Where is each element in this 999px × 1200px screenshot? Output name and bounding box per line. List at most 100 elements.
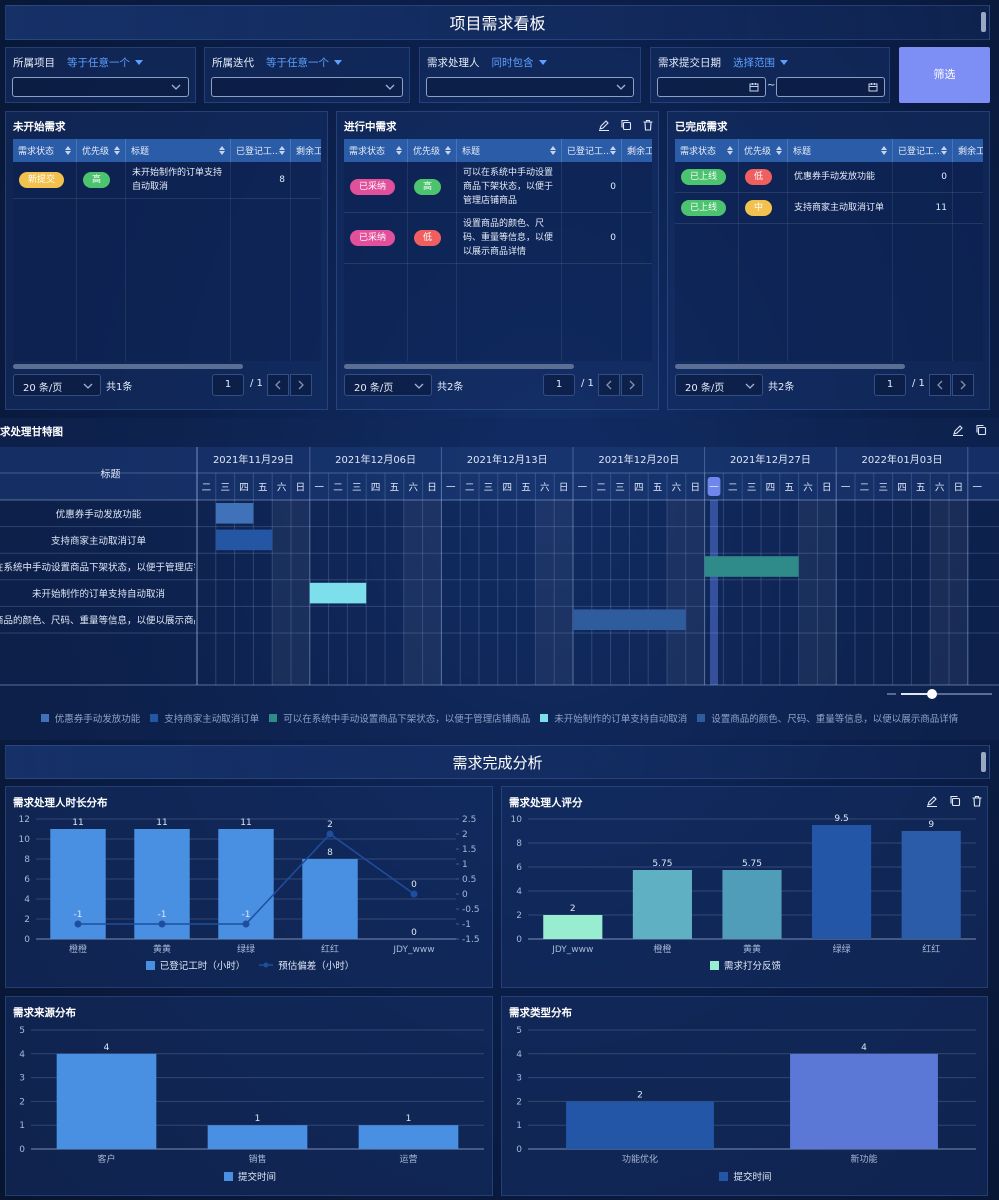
calendar-icon bbox=[749, 83, 759, 92]
legend-item[interactable]: 提交时间 bbox=[223, 1169, 276, 1183]
legend-item[interactable]: 需求打分反馈 bbox=[709, 958, 781, 972]
priority-cell: 高 bbox=[408, 162, 457, 212]
legend-item[interactable]: 未开始制作的订单支持自动取消 bbox=[540, 711, 687, 725]
legend-item[interactable]: 支持商家主动取消订单 bbox=[150, 711, 259, 725]
column-header[interactable]: 已登记工... bbox=[893, 139, 953, 162]
column-header[interactable]: 需求状态 bbox=[675, 139, 739, 162]
column-header[interactable]: 已登记工... bbox=[562, 139, 622, 162]
chart-svg: 0 1 2 3 4 5 功能优化 新功能 2 4 bbox=[516, 1026, 976, 1165]
edit-icon[interactable] bbox=[952, 424, 964, 436]
page-nav-button[interactable] bbox=[267, 374, 289, 396]
table-row[interactable]: 已采纳 低 设置商品的颜色、尺码、重量等信息，以便以展示商品详情 0 bbox=[344, 213, 652, 264]
priority-cell: 低 bbox=[408, 213, 457, 263]
column-line bbox=[621, 162, 622, 361]
sort-icon bbox=[941, 146, 947, 155]
filter-operator[interactable]: 等于任意一个 bbox=[266, 55, 342, 70]
priority-cell: 低 bbox=[739, 162, 788, 192]
icon-path bbox=[951, 797, 961, 807]
x-tick-label: JDY_www bbox=[551, 945, 593, 955]
filter-operator[interactable]: 选择范围 bbox=[733, 55, 788, 70]
page-size-select[interactable]: 20 条/页 bbox=[344, 374, 432, 396]
legend-item[interactable]: 可以在系统中手动设置商品下架状态，以便于管理店铺商品 bbox=[269, 711, 530, 725]
day-label: 三 bbox=[484, 483, 494, 494]
priority-tag: 高 bbox=[83, 172, 111, 188]
column-header[interactable]: 需求状态 bbox=[344, 139, 408, 162]
icon-path bbox=[65, 146, 71, 155]
legend-swatch bbox=[223, 1171, 233, 1181]
week-label: 2021年11月29日 bbox=[213, 453, 294, 466]
chart-svg: 0 2 4 6 8 10 12 -1.5 -1 -0.5 0 0.5 1 1.5 2 2.5 橙橙 黄黄 绿绿 红红 J… bbox=[19, 815, 480, 955]
filter-button[interactable]: 筛选 bbox=[899, 47, 990, 103]
table-row[interactable]: 新提交 高 未开始制作的订单支持自动取消 8 bbox=[13, 162, 321, 199]
week-label: 2021年12月27日 bbox=[730, 453, 811, 466]
copy-icon[interactable] bbox=[949, 795, 961, 807]
delete-icon[interactable] bbox=[642, 119, 654, 131]
page-nav-button[interactable] bbox=[952, 374, 974, 396]
filter-operator[interactable]: 等于任意一个 bbox=[67, 55, 143, 70]
sort-icon bbox=[396, 146, 402, 155]
week-label: 2021年12月13日 bbox=[467, 453, 548, 466]
icon-path bbox=[643, 119, 653, 131]
column-title: 已登记工... bbox=[898, 147, 941, 157]
page-input[interactable]: 1 bbox=[874, 374, 906, 396]
page-input[interactable]: 1 bbox=[543, 374, 575, 396]
page-input[interactable]: 1 bbox=[212, 374, 244, 396]
table-row[interactable]: 已上线 中 支持商家主动取消订单 11 bbox=[675, 193, 983, 224]
day-label: 四 bbox=[239, 483, 249, 494]
column-header[interactable]: 标题 bbox=[126, 139, 231, 162]
edit-icon[interactable] bbox=[926, 795, 938, 807]
column-header[interactable]: 优先级 bbox=[408, 139, 457, 162]
status-tag: 已采纳 bbox=[350, 230, 396, 246]
weekend-shade bbox=[667, 500, 686, 685]
legend-item[interactable]: 设置商品的颜色、尺码、重量等信息，以便以展示商品详情 bbox=[697, 711, 958, 725]
page-nav-button[interactable] bbox=[598, 374, 620, 396]
copy-icon[interactable] bbox=[620, 119, 632, 131]
column-header[interactable]: 优先级 bbox=[77, 139, 126, 162]
y2-tick-label: 2 bbox=[462, 830, 468, 840]
column-header[interactable]: 优先级 bbox=[739, 139, 788, 162]
column-header[interactable]: 需求状态 bbox=[13, 139, 77, 162]
column-header[interactable]: 剩余工 bbox=[291, 139, 321, 162]
column-header[interactable]: 标题 bbox=[788, 139, 893, 162]
legend-swatch bbox=[719, 1171, 729, 1181]
table-header: 需求状态 优先级 标题 已登记工... 剩余工 bbox=[13, 139, 321, 162]
priority-tag: 低 bbox=[745, 169, 773, 185]
delete-icon[interactable] bbox=[971, 795, 983, 807]
page-size-select[interactable]: 20 条/页 bbox=[675, 374, 763, 396]
table-row[interactable]: 已采纳 高 可以在系统中手动设置商品下架状态，以便于管理店铺商品 0 bbox=[344, 162, 652, 213]
filter-input[interactable] bbox=[426, 77, 634, 97]
legend-item[interactable]: 优惠券手动发放功能 bbox=[40, 711, 140, 725]
status-tag: 新提交 bbox=[19, 172, 65, 188]
column-header[interactable]: 剩余工 bbox=[622, 139, 652, 162]
caret-icon bbox=[780, 60, 788, 65]
y-tick-label: 8 bbox=[24, 855, 30, 865]
page-size-select[interactable]: 20 条/页 bbox=[13, 374, 101, 396]
page-nav-button[interactable] bbox=[621, 374, 643, 396]
day-label: 六 bbox=[408, 482, 418, 494]
date-input[interactable] bbox=[657, 77, 766, 97]
edit-icon[interactable] bbox=[598, 119, 610, 131]
page-nav-button[interactable] bbox=[929, 374, 951, 396]
legend-item[interactable]: 已登记工时（小时） bbox=[145, 958, 245, 972]
icon-path bbox=[977, 426, 987, 436]
y-tick-label: 5 bbox=[19, 1026, 25, 1036]
y-tick-label: 4 bbox=[24, 895, 30, 905]
legend-item[interactable]: 提交时间 bbox=[719, 1169, 772, 1183]
filter-panel: 所属项目 等于任意一个 bbox=[5, 47, 196, 103]
copy-icon[interactable] bbox=[975, 424, 987, 436]
filter-input[interactable] bbox=[211, 77, 403, 97]
column-header[interactable]: 已登记工... bbox=[231, 139, 291, 162]
page-nav-button[interactable] bbox=[290, 374, 312, 396]
arrow-icon bbox=[960, 380, 966, 390]
status-cell: 已采纳 bbox=[344, 162, 408, 212]
legend-item[interactable]: 预估偏差（小时） bbox=[259, 958, 354, 972]
column-header[interactable]: 标题 bbox=[457, 139, 562, 162]
filter-input[interactable] bbox=[12, 77, 189, 97]
date-input[interactable] bbox=[776, 77, 885, 97]
page-size-text: 20 条/页 bbox=[23, 383, 63, 394]
column-header[interactable]: 剩余工 bbox=[953, 139, 983, 162]
task-name: 支持商家主动取消订单 bbox=[51, 535, 147, 547]
table-row[interactable]: 已上线 低 优惠券手动发放功能 0 bbox=[675, 162, 983, 193]
filter-operator[interactable]: 同时包含 bbox=[492, 55, 547, 70]
y-tick-label: 6 bbox=[516, 863, 522, 873]
